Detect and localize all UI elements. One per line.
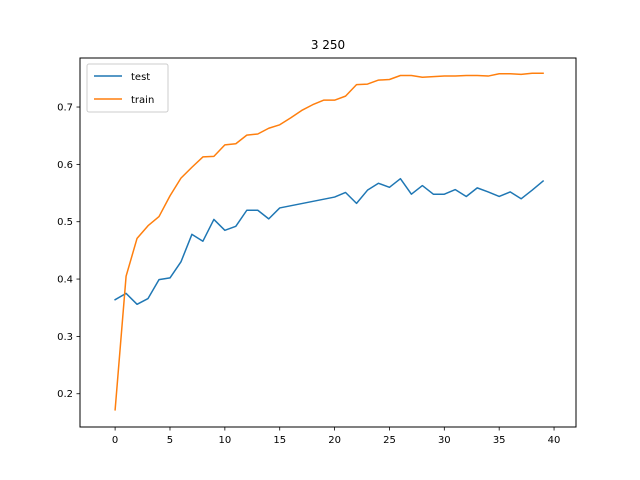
y-tick-label: 0.7	[57, 103, 73, 114]
series-layer	[114, 72, 545, 411]
plot-frame	[79, 57, 577, 428]
legend-label-test: test	[131, 72, 150, 83]
y-tick-label: 0.5	[57, 217, 73, 228]
x-tick-label: 0	[112, 435, 118, 446]
axes-layer: 0 5 10 15 20 25 30 35 40 0.2 0.3 0.4 0.5 0.6 0.7	[57, 103, 560, 446]
y-tick-label: 0.3	[57, 332, 73, 343]
x-tick-label: 40	[548, 435, 561, 446]
legend-box	[86, 63, 169, 113]
series-line-train	[114, 72, 544, 411]
x-tick-label: 35	[493, 435, 506, 446]
x-tick-label: 30	[438, 435, 451, 446]
legend-label-train: train	[131, 95, 154, 106]
x-tick-label: 25	[383, 435, 396, 446]
x-tick-label: 20	[328, 435, 341, 446]
x-tick-label: 15	[273, 435, 286, 446]
series-line-test	[114, 177, 545, 306]
y-tick-label: 0.6	[57, 160, 73, 171]
chart-title: 3 250	[311, 38, 345, 52]
legend: test train	[86, 63, 169, 113]
y-tick-label: 0.2	[57, 389, 73, 400]
x-tick-label: 5	[167, 435, 173, 446]
x-tick-label: 10	[218, 435, 231, 446]
y-tick-label: 0.4	[57, 275, 73, 286]
